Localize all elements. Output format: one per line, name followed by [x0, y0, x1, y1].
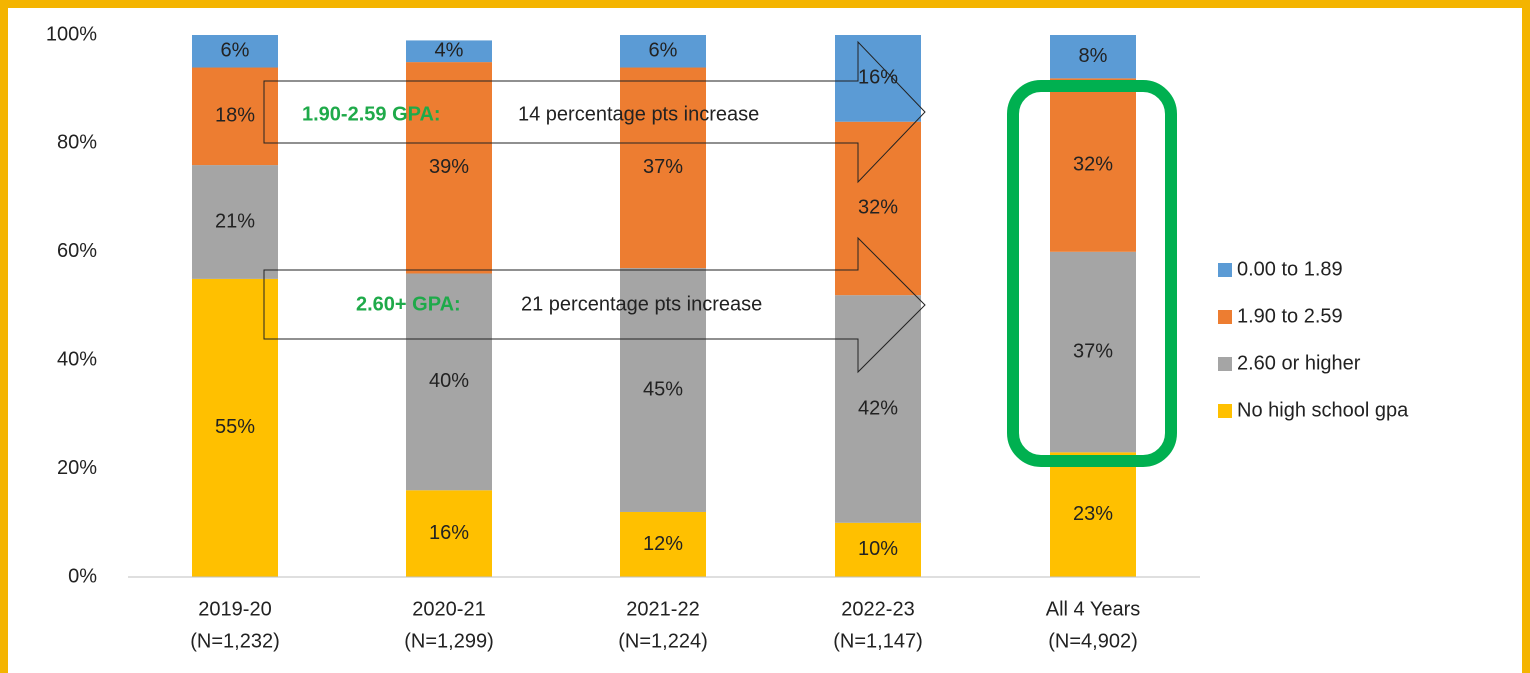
y-tick-label: 40%	[57, 348, 97, 370]
data-label: 6%	[649, 40, 678, 62]
x-tick-label: (N=1,147)	[833, 630, 923, 652]
bar-segment	[835, 522, 921, 577]
x-tick-label: 2020-21	[412, 598, 485, 620]
legend-label: 1.90 to 2.59	[1237, 305, 1343, 327]
legend-label: No high school gpa	[1237, 399, 1409, 421]
x-tick-label: All 4 Years	[1046, 598, 1141, 620]
bar-segment	[1050, 78, 1136, 252]
data-label: 37%	[1073, 340, 1113, 362]
x-tick-label: 2019-20	[198, 598, 271, 620]
bar-segment	[192, 165, 278, 279]
data-label: 21%	[215, 210, 255, 232]
data-label: 39%	[429, 156, 469, 178]
legend-label: 2.60 or higher	[1237, 352, 1361, 374]
y-tick-label: 20%	[57, 457, 97, 479]
bar-segment	[406, 40, 492, 63]
legend-label: 0.00 to 1.89	[1237, 258, 1343, 280]
y-tick-label: 80%	[57, 132, 97, 154]
legend-swatch	[1218, 263, 1232, 277]
data-label: 18%	[215, 105, 255, 127]
overlay: 1.90-2.59 GPA: 14 percentage pts increas…	[263, 40, 1177, 467]
legend-swatch	[1218, 404, 1232, 418]
data-label: 6%	[221, 40, 250, 62]
data-label: 42%	[858, 397, 898, 419]
legend-swatch	[1218, 357, 1232, 371]
data-label: 16%	[429, 522, 469, 544]
data-label: 32%	[1073, 153, 1113, 175]
data-label: 23%	[1073, 503, 1113, 525]
annotation-text: 21 percentage pts increase	[521, 293, 762, 315]
bar-segment	[1050, 452, 1136, 577]
bar-segment	[835, 121, 921, 296]
annotation-arrow	[263, 40, 926, 184]
bar-segment	[620, 511, 706, 577]
x-tick-label: (N=1,224)	[618, 630, 708, 652]
data-label: 8%	[1079, 45, 1108, 67]
data-label: 12%	[643, 533, 683, 555]
legend-swatch	[1218, 310, 1232, 324]
bar-segment	[620, 67, 706, 269]
x-tick-label: 2022-23	[841, 598, 914, 620]
bar-segment	[620, 35, 706, 68]
y-tick-label: 60%	[57, 240, 97, 262]
x-tick-label: 2021-22	[626, 598, 699, 620]
annotation-label: 2.60+ GPA:	[356, 293, 461, 315]
data-label: 4%	[435, 40, 464, 62]
bar-segment	[406, 273, 492, 491]
bar-segment	[620, 268, 706, 512]
data-label: 40%	[429, 370, 469, 392]
data-label: 55%	[215, 416, 255, 438]
annotation-text: 14 percentage pts increase	[518, 103, 759, 125]
x-tick-label: (N=1,299)	[404, 630, 494, 652]
y-tick-label: 100%	[46, 23, 97, 45]
data-label: 16%	[858, 67, 898, 89]
data-label: 10%	[858, 538, 898, 560]
highlight-box	[1007, 80, 1177, 467]
y-tick-label: 0%	[68, 565, 97, 587]
bar-segment	[835, 295, 921, 523]
bar-segment	[1050, 251, 1136, 453]
data-label: 37%	[643, 156, 683, 178]
plot-area: 0% 20% 40% 60% 80% 100% 2019-20 (N=1,232) 2020-2…	[46, 23, 1200, 652]
data-label: 32%	[858, 197, 898, 219]
annotation-label: 1.90-2.59 GPA:	[302, 103, 441, 125]
bar-segment	[406, 62, 492, 274]
x-tick-label: (N=4,902)	[1048, 630, 1138, 652]
data-label: 45%	[643, 378, 683, 400]
bar-segment	[406, 490, 492, 577]
bar-segment	[192, 35, 278, 68]
bar-segment	[835, 35, 921, 122]
annotation-arrow	[263, 236, 926, 374]
bar-segment	[1050, 35, 1136, 79]
x-tick-label: (N=1,232)	[190, 630, 280, 652]
